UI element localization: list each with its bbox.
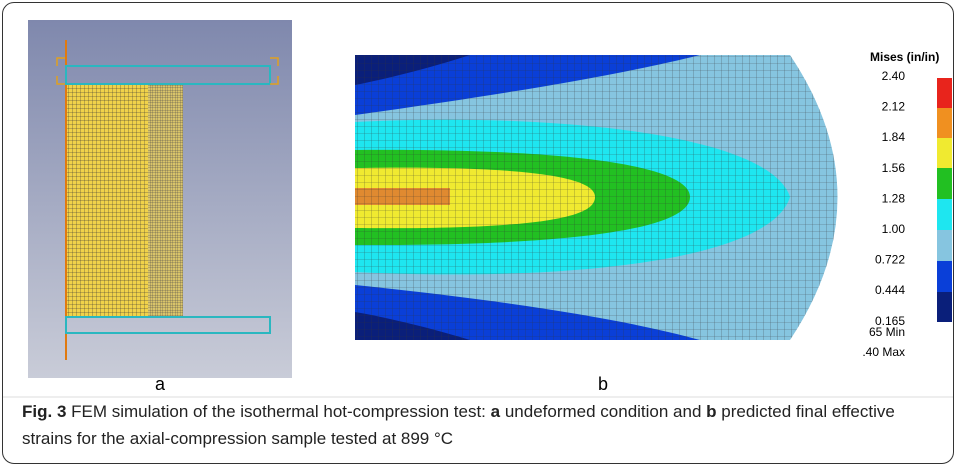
caption-text: predicted final effective strains for th… <box>22 402 895 448</box>
figure: a b Mises (in/in) 2.40 2.12 1.84 1.56 1.28 1.… <box>3 20 953 398</box>
legend-level: 1.00 <box>882 222 906 236</box>
caption-text: a <box>490 402 501 421</box>
caption-text: undeformed condition and <box>500 402 707 421</box>
caption-text: FEM simulation of the isothermal hot-com… <box>66 402 491 421</box>
strain-contour <box>355 55 838 340</box>
color-bar <box>937 78 952 322</box>
min-label: 65 Min <box>869 325 905 339</box>
legend-level: 1.84 <box>882 130 906 144</box>
legend-level: 1.56 <box>882 161 906 175</box>
legend-level: 0.444 <box>875 283 905 297</box>
panel-label: b <box>598 374 608 394</box>
caption-text: b <box>706 402 717 421</box>
undeformed-model <box>28 20 292 378</box>
legend-level: 0.165 <box>875 314 905 328</box>
caption: Fig. 3 FEM simulation of the isothermal … <box>22 398 922 452</box>
legend-level: 2.40 <box>882 69 906 83</box>
legend-title: Mises (in/in) <box>870 50 939 64</box>
figure-label: Fig. 3 <box>22 402 67 421</box>
legend-level: 0.722 <box>875 253 905 267</box>
legend-level: 2.12 <box>882 100 906 114</box>
legend-level: 1.28 <box>882 191 906 205</box>
panel-label: a <box>155 374 166 394</box>
max-label: .40 Max <box>862 345 905 359</box>
